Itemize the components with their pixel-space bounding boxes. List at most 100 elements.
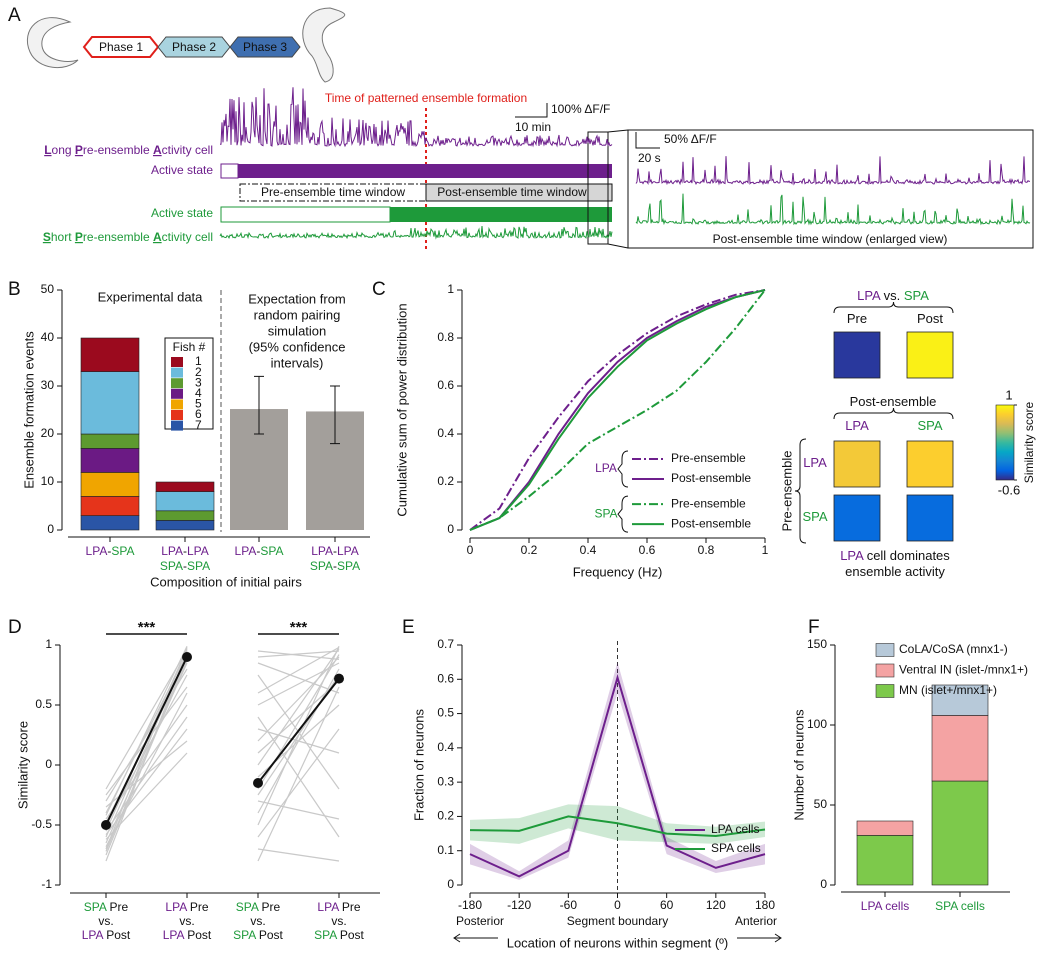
mean-point bbox=[101, 820, 111, 830]
legend-label: 2 bbox=[195, 365, 202, 379]
y-axis-label: Ensemble formation events bbox=[21, 331, 36, 489]
bar-segment bbox=[931, 780, 989, 886]
x-tick-label: 120 bbox=[706, 898, 726, 912]
y-tick-label: 0.1 bbox=[437, 843, 454, 857]
x-tick-label: LPA-SPA bbox=[235, 544, 284, 558]
legend-swatch bbox=[171, 357, 183, 367]
legend-swatch bbox=[171, 399, 183, 410]
y-axis-label: Similarity score bbox=[15, 721, 30, 809]
colorbar-label: Similarity score bbox=[1022, 402, 1036, 484]
pair-line bbox=[105, 660, 188, 852]
pair-line bbox=[257, 662, 340, 694]
x-tick-label: LPA Pre bbox=[165, 900, 208, 914]
y-tick-label: 100 bbox=[807, 717, 827, 731]
window-label: Post-ensemble time window bbox=[437, 185, 587, 199]
y-tick-label: 0.5 bbox=[437, 706, 454, 720]
x-tick-label: SPA Post bbox=[314, 928, 364, 942]
x-tick-label: vs. bbox=[179, 914, 194, 928]
bar-segment bbox=[856, 820, 914, 836]
legend-swatch bbox=[875, 663, 895, 678]
error-bar bbox=[330, 385, 340, 445]
state-label: Active state bbox=[151, 206, 213, 220]
pair-line bbox=[105, 704, 188, 820]
y-tick-label: 0.2 bbox=[437, 474, 454, 488]
legend-label: Ventral IN (islet-/mnx1+) bbox=[899, 663, 1028, 677]
x-tick-label: 0.8 bbox=[698, 543, 715, 557]
activity-trace bbox=[635, 156, 1031, 186]
y-tick-label: 0.6 bbox=[437, 378, 454, 392]
bar-segment bbox=[155, 491, 215, 512]
y-tick-label: 0 bbox=[45, 757, 52, 771]
mean-line bbox=[105, 656, 188, 826]
brace bbox=[833, 301, 954, 314]
legend-label: SPA cells bbox=[711, 841, 761, 855]
x-tick-label: -180 bbox=[458, 898, 482, 912]
panel-letter: A bbox=[8, 5, 21, 26]
zoom-line bbox=[607, 243, 629, 249]
heatmap-title: Post-ensemble bbox=[850, 394, 937, 409]
subtitle: Experimental data bbox=[98, 289, 204, 304]
row-title: Pre-ensemble bbox=[779, 451, 794, 532]
y-tick-label: 1 bbox=[45, 637, 52, 651]
line-series bbox=[469, 289, 766, 531]
panel-letter: B bbox=[8, 279, 21, 300]
heatmap-cell bbox=[833, 494, 881, 542]
pair-line bbox=[105, 728, 188, 835]
heatmap-title: LPA vs. SPA bbox=[857, 288, 929, 303]
line-series bbox=[469, 289, 766, 531]
legend-label: 7 bbox=[195, 418, 202, 432]
column-label: SPA bbox=[917, 418, 942, 433]
legend-group: LPA bbox=[595, 461, 617, 475]
error-bar bbox=[254, 375, 264, 435]
window-box bbox=[425, 183, 613, 202]
line-series bbox=[469, 289, 766, 531]
pair-line bbox=[257, 650, 340, 658]
inactive-state bbox=[220, 206, 391, 223]
pair-line bbox=[257, 662, 340, 706]
y-tick-label: 30 bbox=[41, 378, 55, 392]
y-tick-label: 0.5 bbox=[35, 697, 52, 711]
activity-trace bbox=[219, 225, 613, 240]
y-tick-label: -1 bbox=[41, 877, 52, 891]
y-tick-label: 10 bbox=[41, 474, 55, 488]
panel-letter: C bbox=[372, 279, 386, 300]
y-tick-label: 0.3 bbox=[437, 774, 454, 788]
pair-line bbox=[257, 848, 340, 862]
x-tick-label: LPA-LPA bbox=[311, 544, 359, 558]
column-label: Pre bbox=[847, 311, 867, 326]
mean-line bbox=[257, 677, 340, 784]
embryo bbox=[26, 17, 79, 69]
subtitle: (95% confidence bbox=[249, 339, 346, 354]
legend-label: Post-ensemble bbox=[671, 471, 751, 485]
y-tick-label: 0.2 bbox=[437, 809, 454, 823]
pair-line bbox=[257, 800, 340, 820]
y-axis-label: Number of neurons bbox=[791, 709, 806, 821]
pair-line bbox=[257, 716, 340, 838]
colorbar-tick-label: -0.6 bbox=[998, 482, 1020, 497]
scale-bar bbox=[515, 103, 548, 118]
brace bbox=[794, 438, 807, 544]
line-series bbox=[469, 815, 766, 837]
legend-swatch bbox=[171, 420, 183, 431]
bar-segment bbox=[155, 510, 215, 521]
line-series bbox=[469, 289, 766, 531]
y-tick-label: 50 bbox=[814, 797, 828, 811]
x-tick-label: 0.2 bbox=[521, 543, 538, 557]
phase-label: Phase 3 bbox=[243, 40, 287, 54]
y-tick-label: 0.4 bbox=[437, 426, 454, 440]
y-tick-label: 0.8 bbox=[437, 330, 454, 344]
legend-label: Pre-ensemble bbox=[671, 496, 746, 510]
y-tick-label: -0.5 bbox=[31, 817, 52, 831]
phase-label: Phase 2 bbox=[172, 40, 216, 54]
bar-segment bbox=[931, 684, 989, 716]
x-tick-label: 0 bbox=[467, 543, 474, 557]
scale-label: 20 s bbox=[638, 151, 661, 165]
y-tick-label: 0 bbox=[47, 522, 54, 536]
y-tick-label: 40 bbox=[41, 330, 55, 344]
panel-letter: D bbox=[8, 617, 22, 638]
pair-line bbox=[257, 650, 340, 660]
legend-swatch bbox=[171, 388, 183, 399]
legend-label: LPA cells bbox=[711, 822, 759, 836]
heatmap-cell bbox=[833, 331, 881, 379]
legend-bracket bbox=[617, 495, 629, 533]
